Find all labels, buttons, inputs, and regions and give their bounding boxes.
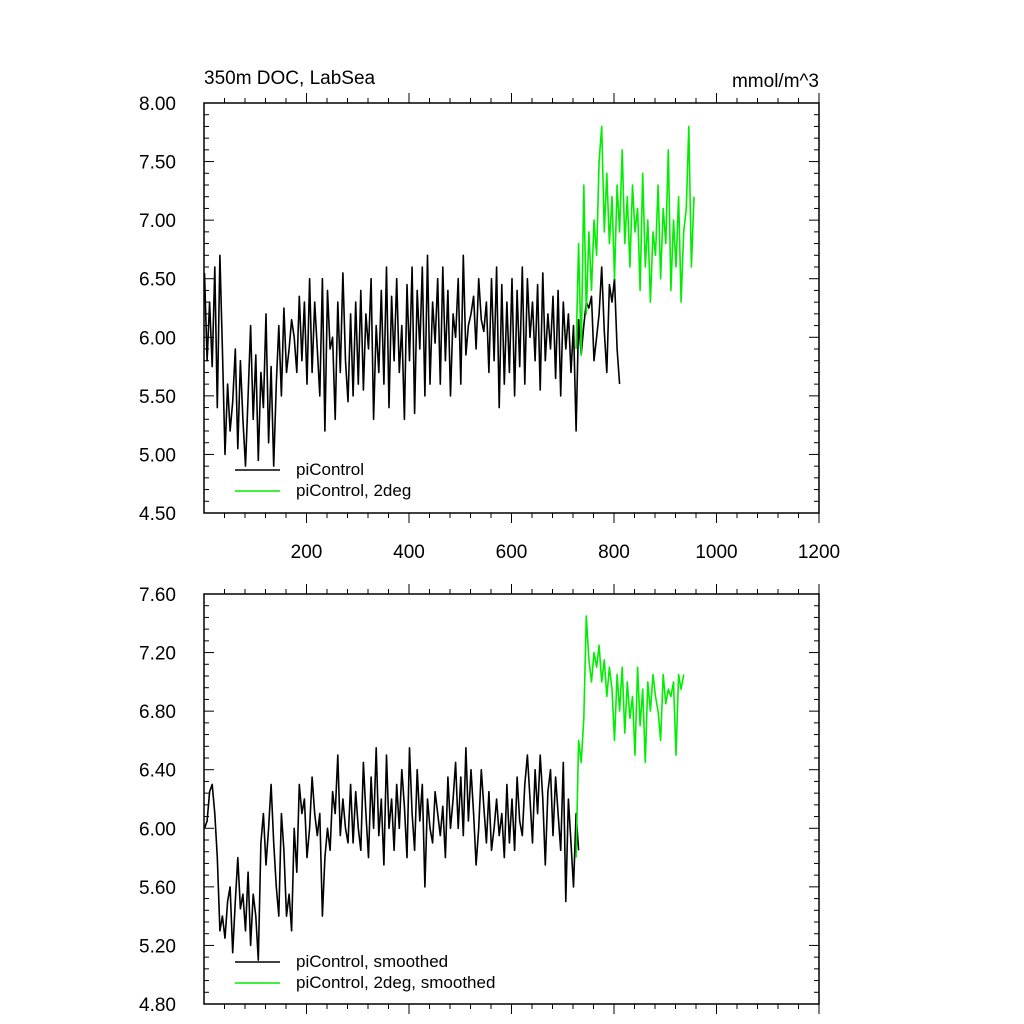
y-tick-label: 5.50 <box>139 387 176 408</box>
top-title: 350m DOC, LabSea <box>204 68 376 89</box>
y-tick-label: 7.60 <box>139 585 176 606</box>
legend-label-picontrol-2deg: piControl, 2deg <box>296 481 411 500</box>
x-tick-label: 600 <box>496 542 528 563</box>
series-line-picontrol-2deg <box>575 125 695 356</box>
x-tick-label: 1000 <box>695 542 737 563</box>
y-tick-label: 6.80 <box>139 702 176 723</box>
y-tick-label: 5.60 <box>139 878 176 899</box>
y-tick-label: 6.50 <box>139 270 176 291</box>
series-line-picontrol <box>203 254 621 467</box>
y-tick-label: 6.40 <box>139 761 176 782</box>
top-legend: piControl piControl, 2deg <box>235 460 411 500</box>
bottom-series <box>203 615 685 961</box>
bottom-legend: piControl, smoothed piControl, 2deg, smo… <box>235 952 495 992</box>
y-tick-label: 7.50 <box>139 153 176 174</box>
y-tick-label: 4.50 <box>139 504 176 525</box>
x-tick-label: 1200 <box>798 542 840 563</box>
y-tick-label: 7.00 <box>139 211 176 232</box>
y-tick-label: 5.00 <box>139 445 176 466</box>
legend-label-picontrol-2deg-smoothed: piControl, 2deg, smoothed <box>296 973 495 992</box>
y-tick-label: 6.00 <box>139 328 176 349</box>
y-tick-label: 6.00 <box>139 819 176 840</box>
top-units: mmol/m^3 <box>732 71 819 92</box>
y-tick-label: 5.20 <box>139 936 176 957</box>
legend-label-picontrol: piControl <box>296 460 364 479</box>
series-line-picontrol-2deg-smoothed <box>575 615 685 858</box>
y-tick-label: 4.80 <box>139 995 176 1016</box>
series-line-picontrol-smoothed <box>203 746 580 961</box>
top-panel: 350m DOC, LabSea mmol/m^3 4.50 5.00 5.50 6.… <box>139 68 840 563</box>
bottom-ticks: 4.80 5.20 5.60 6.00 6.40 6.80 7.20 7.60 <box>139 584 820 1016</box>
top-ticks: 4.50 5.00 5.50 6.00 6.50 7.00 7.50 8.00 200 400 60… <box>139 93 840 563</box>
y-tick-label: 7.20 <box>139 644 176 665</box>
bottom-panel: 4.80 5.20 5.60 6.00 6.40 6.80 7.20 7.60 piContr… <box>139 584 820 1016</box>
y-tick-label: 8.00 <box>139 94 176 115</box>
x-tick-label: 400 <box>393 542 425 563</box>
x-tick-label: 200 <box>291 542 323 563</box>
top-series <box>203 125 695 467</box>
legend-label-picontrol-smoothed: piControl, smoothed <box>296 952 448 971</box>
x-tick-label: 800 <box>598 542 630 563</box>
